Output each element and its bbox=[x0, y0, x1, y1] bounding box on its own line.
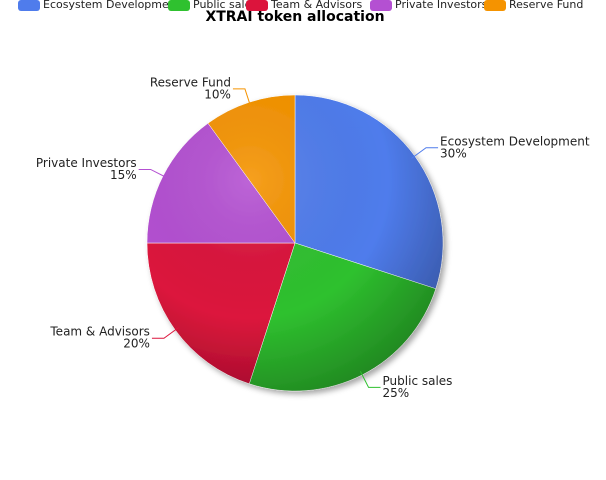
legend-label[interactable]: Reserve Fund bbox=[509, 0, 583, 11]
slice-label: Team & Advisors bbox=[49, 325, 150, 339]
legend-swatch[interactable] bbox=[484, 0, 506, 11]
slice-label: Public sales bbox=[383, 374, 453, 388]
pie bbox=[146, 94, 444, 392]
slice-value: 20% bbox=[123, 337, 150, 351]
legend-label[interactable]: Private Investors bbox=[395, 0, 488, 11]
slice-label: Reserve Fund bbox=[150, 75, 231, 89]
slice-label: Private Investors bbox=[36, 156, 137, 170]
leader-line bbox=[411, 147, 439, 159]
leader-line bbox=[138, 168, 167, 179]
legend-label[interactable]: Ecosystem Development bbox=[43, 0, 181, 11]
slice-value: 10% bbox=[204, 87, 231, 101]
slice-label: Ecosystem Development bbox=[440, 134, 590, 148]
legend-swatch[interactable] bbox=[18, 0, 40, 11]
legend-label[interactable]: Team & Advisors bbox=[270, 0, 363, 11]
legend-swatch[interactable] bbox=[246, 0, 268, 11]
leader-line bbox=[359, 371, 381, 388]
legend-swatch[interactable] bbox=[168, 0, 190, 11]
leader-line bbox=[151, 327, 179, 339]
chart-title: XTRAI token allocation bbox=[205, 9, 384, 25]
slice-value: 30% bbox=[440, 146, 467, 160]
legend-label[interactable]: Public sales bbox=[193, 0, 257, 11]
legend-swatch[interactable] bbox=[370, 0, 392, 11]
leader-line bbox=[232, 88, 251, 107]
slice-value: 25% bbox=[383, 386, 410, 400]
slice-value: 15% bbox=[110, 168, 137, 182]
